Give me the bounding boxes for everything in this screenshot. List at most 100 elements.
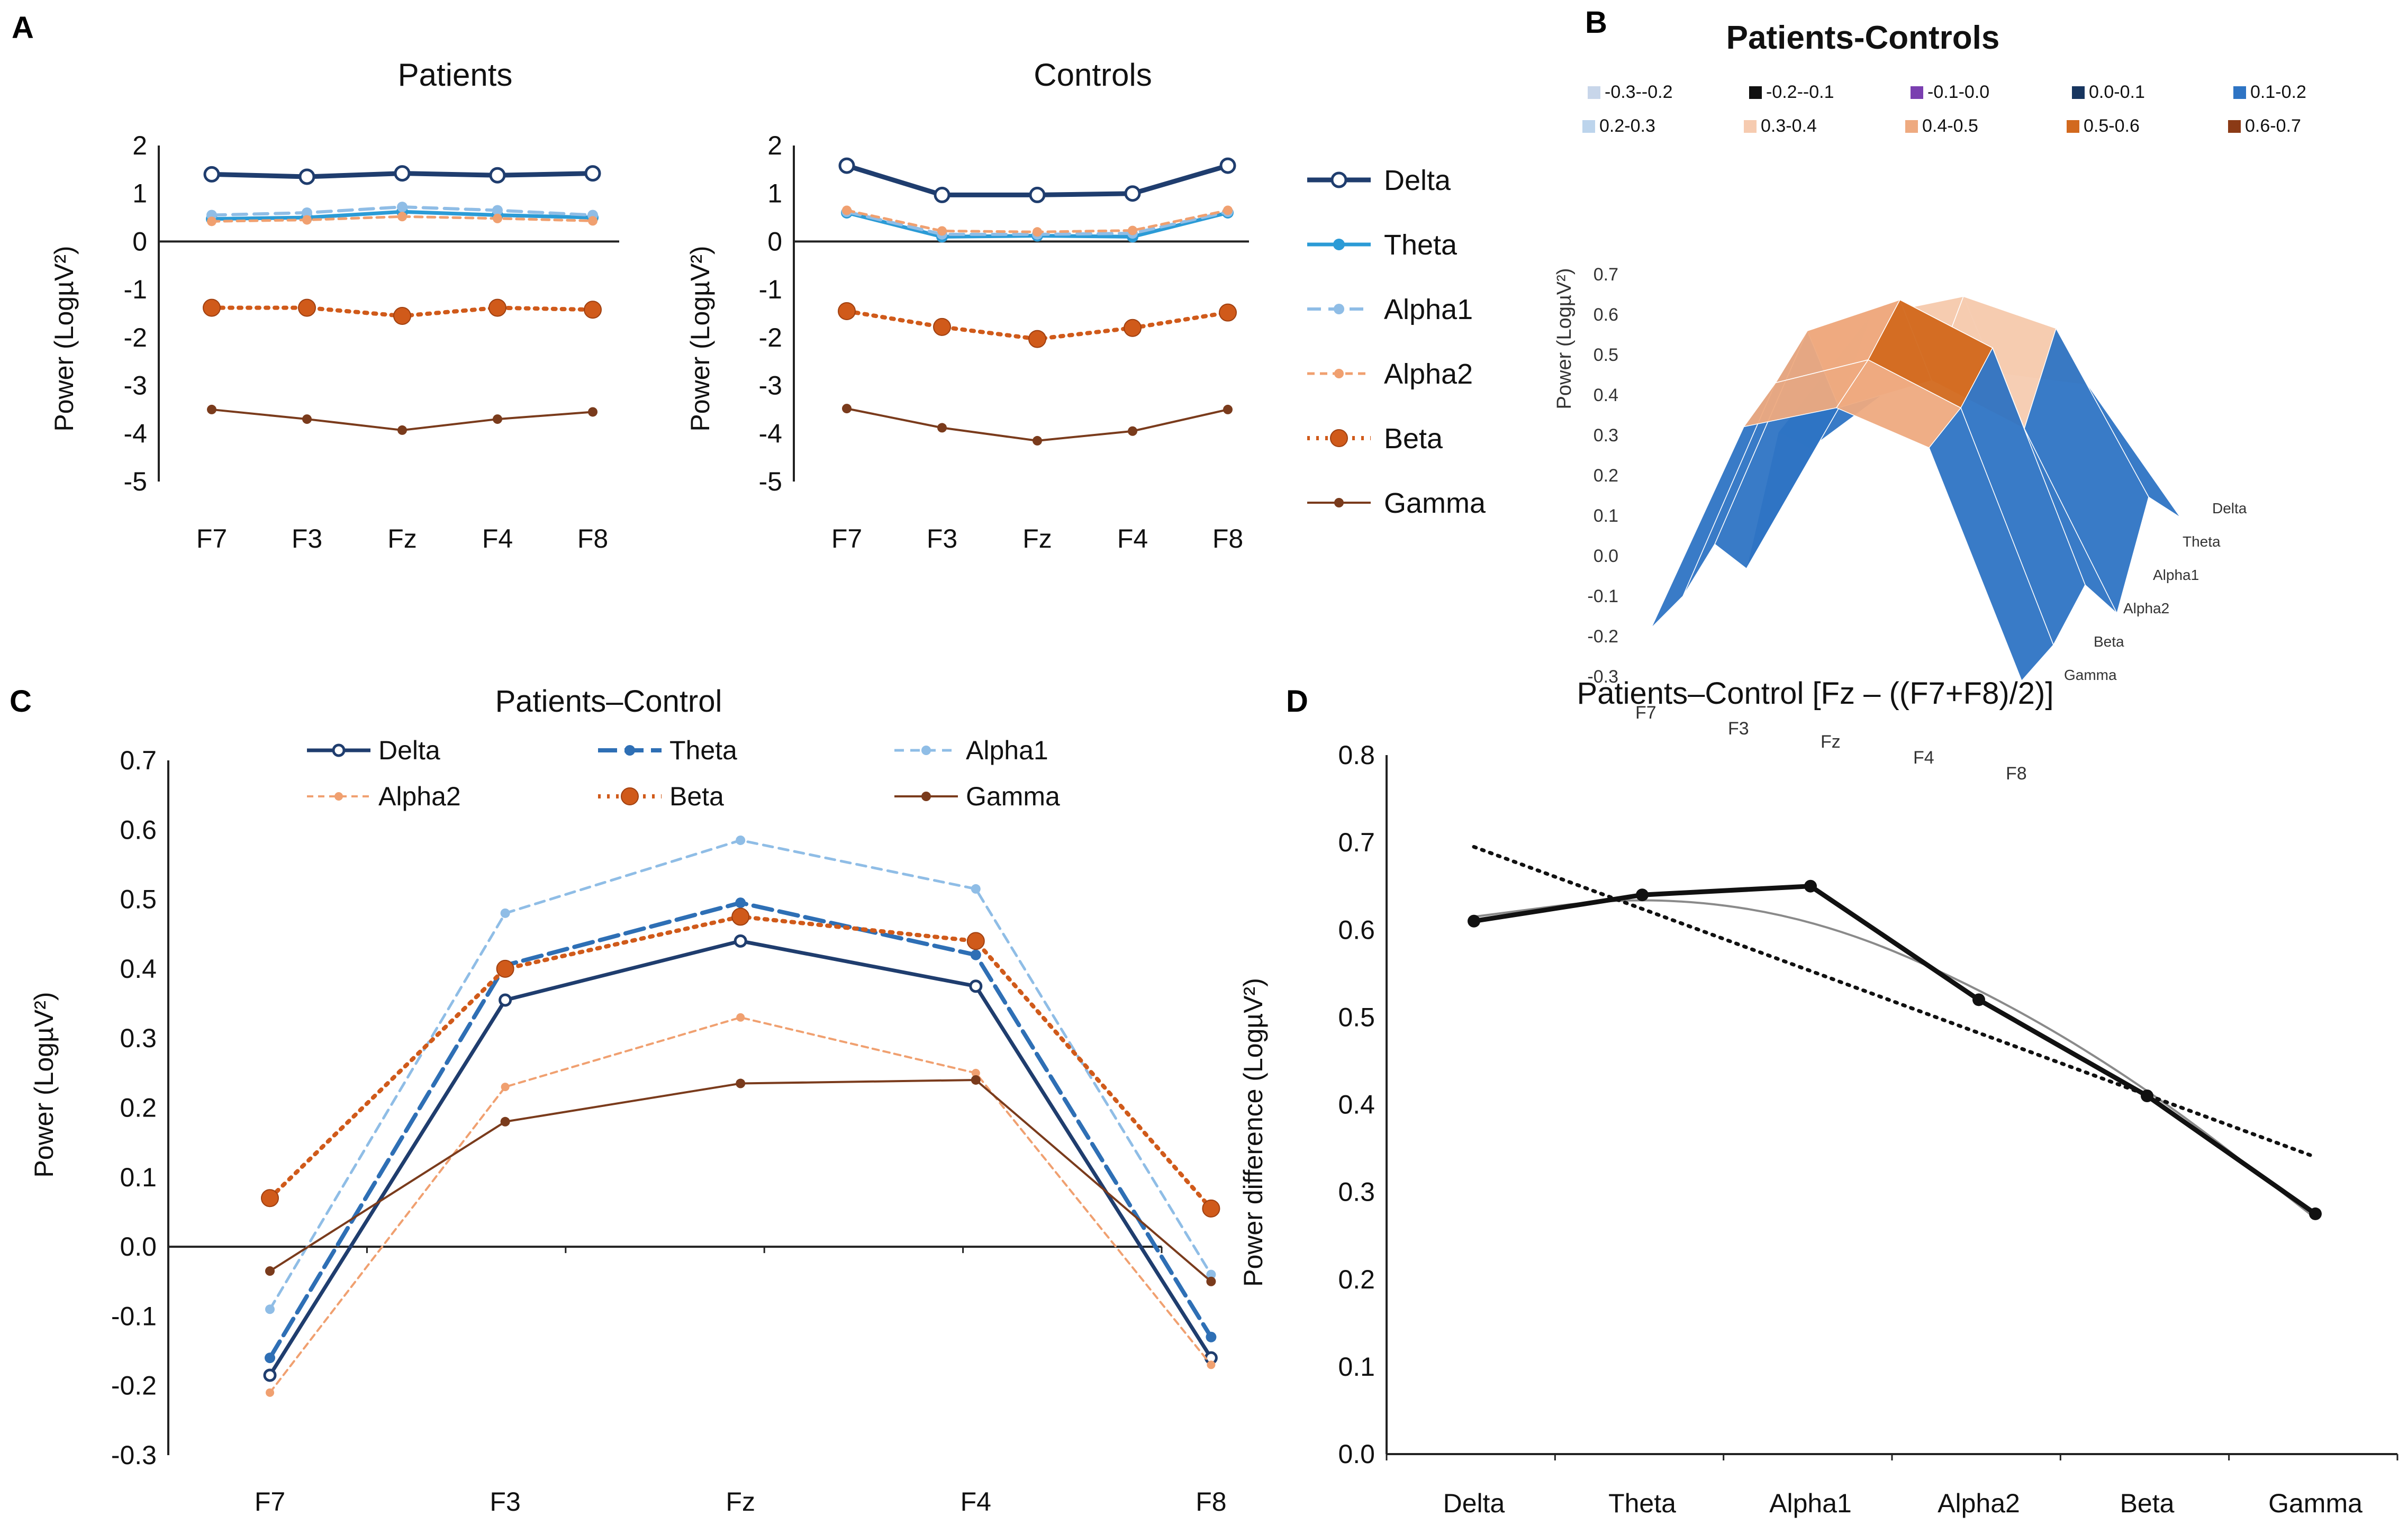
- data-point-theta: [265, 1352, 275, 1364]
- z-tick-label: -0.3: [1587, 667, 1618, 687]
- legend-label-alpha2: Alpha2: [378, 782, 461, 811]
- panel-letter-a: A: [12, 11, 34, 45]
- data-point-difference: [1636, 888, 1649, 902]
- data-point-delta: [969, 979, 983, 993]
- data-point-beta: [1028, 330, 1046, 348]
- data-point-legend-alpha2: [334, 792, 343, 801]
- legend-label: 0.2-0.3: [1599, 116, 1655, 136]
- series-polynomial-fit: [1473, 899, 2316, 1219]
- series-line-gamma: [846, 407, 1229, 442]
- y-tick-label: 0.2: [1338, 1265, 1375, 1294]
- chart-title: Patients–Control: [495, 684, 722, 719]
- legend-swatch: [1744, 120, 1757, 133]
- legend-swatch: [2072, 86, 2085, 99]
- x-tick-label: F3: [292, 524, 322, 553]
- x-tick-label: Gamma: [2268, 1488, 2362, 1518]
- legend-label-delta: Delta: [378, 736, 440, 765]
- data-point-delta: [1029, 186, 1046, 203]
- data-point-delta: [584, 165, 601, 182]
- data-point-difference: [2141, 1089, 2153, 1102]
- x-tick-label: F8: [1196, 1487, 1226, 1517]
- y-tick-label: 1: [767, 179, 782, 208]
- data-point-alpha1: [736, 835, 746, 845]
- data-point-gamma: [493, 414, 502, 424]
- data-point-gamma: [1223, 404, 1233, 414]
- data-point-legend-alpha2: [1334, 369, 1344, 378]
- legend-swatch: [1905, 120, 1918, 133]
- x-tick-label: F3: [927, 524, 957, 553]
- y-ticks: 2 1 0 -1 -2 -3 -4 -5: [759, 131, 782, 496]
- electrode-tick-label: Fz: [1821, 732, 1841, 752]
- chart-title: Patients: [398, 57, 513, 93]
- plot-area: [158, 146, 619, 482]
- data-point-alpha2: [842, 205, 852, 215]
- z-tick-label: 0.4: [1594, 385, 1618, 405]
- y-tick-label: 0.7: [1338, 828, 1375, 857]
- x-tick-label: F7: [255, 1487, 285, 1517]
- data-point-gamma: [265, 1266, 275, 1276]
- data-point-theta: [970, 949, 981, 960]
- y-tick-label: 0.1: [1338, 1352, 1375, 1382]
- legend-label-gamma: Gamma: [966, 782, 1060, 811]
- legend-label: -0.1-0.0: [1927, 82, 1989, 102]
- band-tick-label: Gamma: [2064, 667, 2117, 683]
- y-tick-label: 0: [767, 226, 782, 256]
- series-line-alpha2: [269, 1016, 1212, 1394]
- x-ticks: F7 F3 Fz F4 F8: [255, 1487, 1227, 1517]
- data-point-gamma: [588, 407, 598, 417]
- data-point-alpha1: [500, 908, 510, 918]
- y-tick-label: 0.0: [120, 1232, 157, 1261]
- legend-label-alpha1: Alpha1: [1384, 294, 1473, 325]
- data-point-gamma: [500, 1116, 510, 1127]
- data-point-alpha2: [397, 212, 407, 222]
- y-tick-label: -3: [124, 371, 147, 401]
- y-axis-label: Power (LogµV²): [685, 246, 715, 431]
- y-tick-label: 2: [132, 131, 147, 160]
- z-tick-label: 0.0: [1594, 546, 1618, 566]
- y-tick-label: 2: [767, 131, 782, 160]
- y-tick-label: -4: [759, 419, 782, 448]
- x-tick-label: Delta: [1443, 1488, 1505, 1518]
- legend-swatch: [2067, 120, 2079, 133]
- data-point-alpha1: [492, 205, 503, 216]
- panel-letter-c: C: [10, 684, 32, 719]
- data-point-delta: [499, 993, 512, 1007]
- data-point-alpha1: [1206, 1269, 1216, 1279]
- y-tick-label: 0.6: [120, 815, 157, 845]
- y-tick-label: 0.7: [120, 746, 157, 775]
- y-tick-label: 0.8: [1338, 740, 1375, 770]
- data-point-legend-alpha1: [1334, 304, 1344, 314]
- data-point-gamma: [207, 404, 216, 414]
- data-point-beta: [1219, 303, 1237, 322]
- x-tick-label: Alpha2: [1938, 1488, 2020, 1518]
- data-point-alpha1: [397, 202, 408, 213]
- data-point-beta: [261, 1189, 279, 1208]
- data-point-alpha2: [266, 1388, 274, 1397]
- data-point-gamma: [397, 425, 407, 435]
- y-axis-label: Power (LogµV²): [49, 246, 79, 431]
- data-point-beta: [966, 932, 985, 950]
- y-tick-label: 0.3: [120, 1023, 157, 1053]
- chart-title: Patients-Controls: [1726, 20, 2000, 56]
- data-point-beta: [1202, 1199, 1220, 1218]
- legend-label: 0.5-0.6: [2084, 116, 2140, 136]
- z-ticks: 0.7 0.6 0.5 0.4 0.3 0.2 0.1 0.0 -0.1 -0.2 -0.3: [1587, 265, 1618, 687]
- z-axis-label: Power (LogµV²): [1553, 268, 1576, 410]
- data-point-alpha2: [971, 1068, 980, 1077]
- chart-surface-3d: Patients-Controls -0.3--0.2 -0.2--0.1 -0.1…: [1553, 20, 2306, 784]
- surface: [1651, 295, 2181, 682]
- band-tick-label: Beta: [2094, 633, 2124, 650]
- legend-label: 0.0-0.1: [2089, 82, 2145, 102]
- y-ticks: 0.7 0.6 0.5 0.4 0.3 0.2 0.1 0.0 -0.1 -0.2 -0.3: [111, 746, 157, 1470]
- y-tick-label: -4: [124, 419, 147, 448]
- series-linear-trend: [1472, 845, 2318, 1159]
- data-point-beta: [584, 301, 602, 319]
- y-tick-label: 1: [132, 179, 147, 208]
- legend-label-theta: Theta: [669, 736, 737, 765]
- y-axis-label: Power difference (LogµV²): [1238, 978, 1268, 1287]
- y-tick-label: -0.1: [111, 1301, 157, 1331]
- legend-label: 0.4-0.5: [1922, 116, 1978, 136]
- data-point-delta: [1124, 185, 1141, 202]
- data-point-legend-beta: [621, 787, 639, 805]
